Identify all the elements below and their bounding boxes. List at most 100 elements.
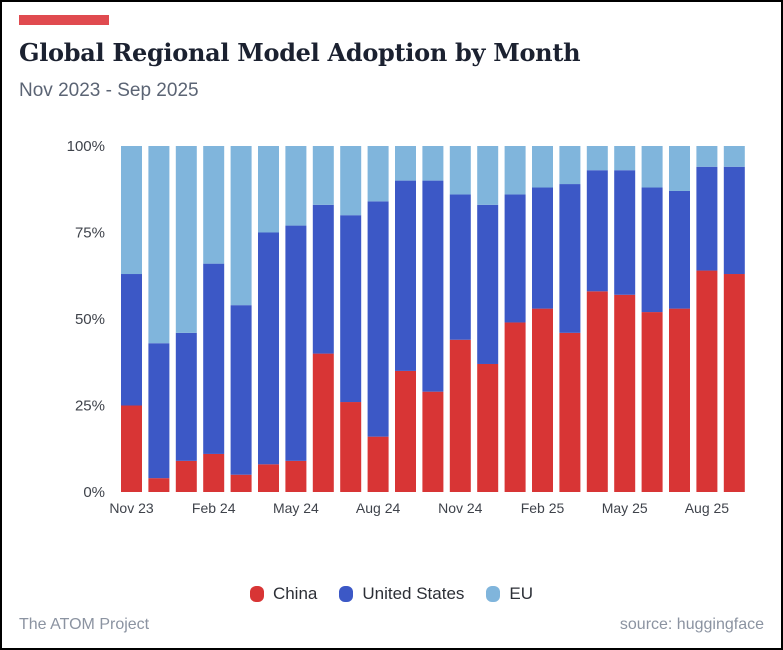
bar-segment-united-states (422, 180, 444, 392)
x-tick-label: Feb 24 (192, 500, 236, 516)
bar-segment-united-states (641, 187, 663, 313)
bar-segment-united-states (148, 343, 170, 479)
bar-segment-united-states (312, 204, 334, 354)
bar-segment-united-states (367, 201, 389, 437)
x-tick-label: Aug 25 (685, 500, 730, 516)
legend-label: EU (509, 584, 534, 603)
bar-segment-eu (121, 146, 142, 275)
legend-label: China (272, 584, 318, 603)
bar-segment-united-states (532, 187, 553, 309)
bar-stack (449, 146, 471, 492)
bar-stack (669, 146, 690, 492)
bar-stack (340, 146, 362, 492)
bar-stack (641, 146, 663, 492)
legend-label: United States (362, 584, 465, 603)
bar-stack (586, 146, 608, 492)
bar-segment-china (532, 308, 553, 492)
bar-stack (532, 146, 553, 492)
bar-stack (614, 146, 636, 492)
bar-segment-united-states (586, 170, 608, 292)
bar-segment-china (641, 312, 663, 492)
bar-segment-eu (367, 146, 389, 202)
y-tick-label: 50% (75, 311, 105, 328)
bar-segment-united-states (723, 166, 745, 275)
bar-segment-china (121, 405, 142, 492)
bar-segment-china (504, 322, 526, 492)
x-tick-label: May 24 (273, 500, 319, 516)
bar-segment-united-states (395, 180, 416, 371)
bar-segment-eu (696, 146, 718, 167)
bar-segment-eu (203, 146, 225, 264)
bar-segment-eu (312, 146, 334, 205)
bar-segment-eu (148, 146, 170, 344)
bar-segment-eu (586, 146, 608, 171)
bar-segment-united-states (504, 194, 526, 323)
bar-segment-eu (395, 146, 416, 181)
bar-segment-china (148, 478, 170, 492)
bar-segment-united-states (477, 204, 499, 364)
bar-segment-eu (723, 146, 745, 167)
bar-stack (559, 146, 581, 492)
bar-segment-china (258, 464, 279, 492)
x-tick-label: Feb 25 (521, 500, 565, 516)
bar-segment-eu (422, 146, 444, 181)
bar-segment-united-states (614, 170, 636, 295)
bar-segment-eu (669, 146, 690, 191)
bar-segment-eu (504, 146, 526, 195)
bars (121, 146, 745, 492)
accent-bar (19, 15, 109, 25)
bar-segment-china (367, 436, 389, 492)
y-tick-label: 100% (67, 138, 105, 155)
y-tick-label: 25% (75, 398, 105, 415)
bar-stack (367, 146, 389, 492)
bar-segment-china (422, 391, 444, 492)
bar-stack (285, 146, 307, 492)
x-tick-label: Nov 24 (438, 500, 483, 516)
legend-swatch (339, 586, 354, 602)
y-axis: 0% 25% 50% 75% 100% (67, 138, 105, 501)
bar-segment-united-states (230, 305, 252, 475)
bar-segment-china (449, 339, 471, 492)
chart-subtitle: Nov 2023 - Sep 2025 (19, 80, 199, 101)
bar-segment-eu (641, 146, 663, 188)
bar-segment-united-states (175, 332, 197, 461)
bar-segment-eu (258, 146, 279, 233)
legend-item-eu: EU (486, 584, 533, 604)
bar-stack (422, 146, 444, 492)
bar-segment-eu (230, 146, 252, 306)
bar-segment-china (395, 370, 416, 492)
bar-stack (258, 146, 279, 492)
bar-segment-united-states (340, 215, 362, 403)
bar-stack (175, 146, 197, 492)
bar-stack (121, 146, 142, 492)
bar-segment-united-states (121, 274, 142, 406)
bar-segment-united-states (203, 263, 225, 454)
bar-segment-united-states (669, 190, 690, 309)
bar-segment-china (723, 274, 745, 492)
bar-stack (504, 146, 526, 492)
bar-stack (148, 146, 170, 492)
legend-swatch (249, 586, 264, 602)
legend: China United States EU (0, 584, 783, 604)
bar-stack (696, 146, 718, 492)
y-tick-label: 75% (75, 225, 105, 242)
footer-brand: The ATOM Project (19, 616, 150, 633)
footer-source: source: huggingface (619, 616, 764, 633)
bar-segment-china (230, 474, 252, 492)
bar-stack (230, 146, 252, 492)
bar-segment-eu (614, 146, 636, 171)
legend-item-china: China (249, 584, 318, 604)
x-tick-label: May 25 (602, 500, 648, 516)
bar-segment-united-states (696, 166, 718, 271)
bar-segment-china (559, 332, 581, 492)
bar-segment-china (175, 460, 197, 492)
bar-stack (312, 146, 334, 492)
bar-segment-china (614, 294, 636, 492)
bar-segment-eu (559, 146, 581, 185)
bar-segment-eu (532, 146, 553, 188)
bar-stack (723, 146, 745, 492)
bar-stack (395, 146, 416, 492)
bar-segment-china (312, 353, 334, 492)
bar-segment-eu (477, 146, 499, 205)
